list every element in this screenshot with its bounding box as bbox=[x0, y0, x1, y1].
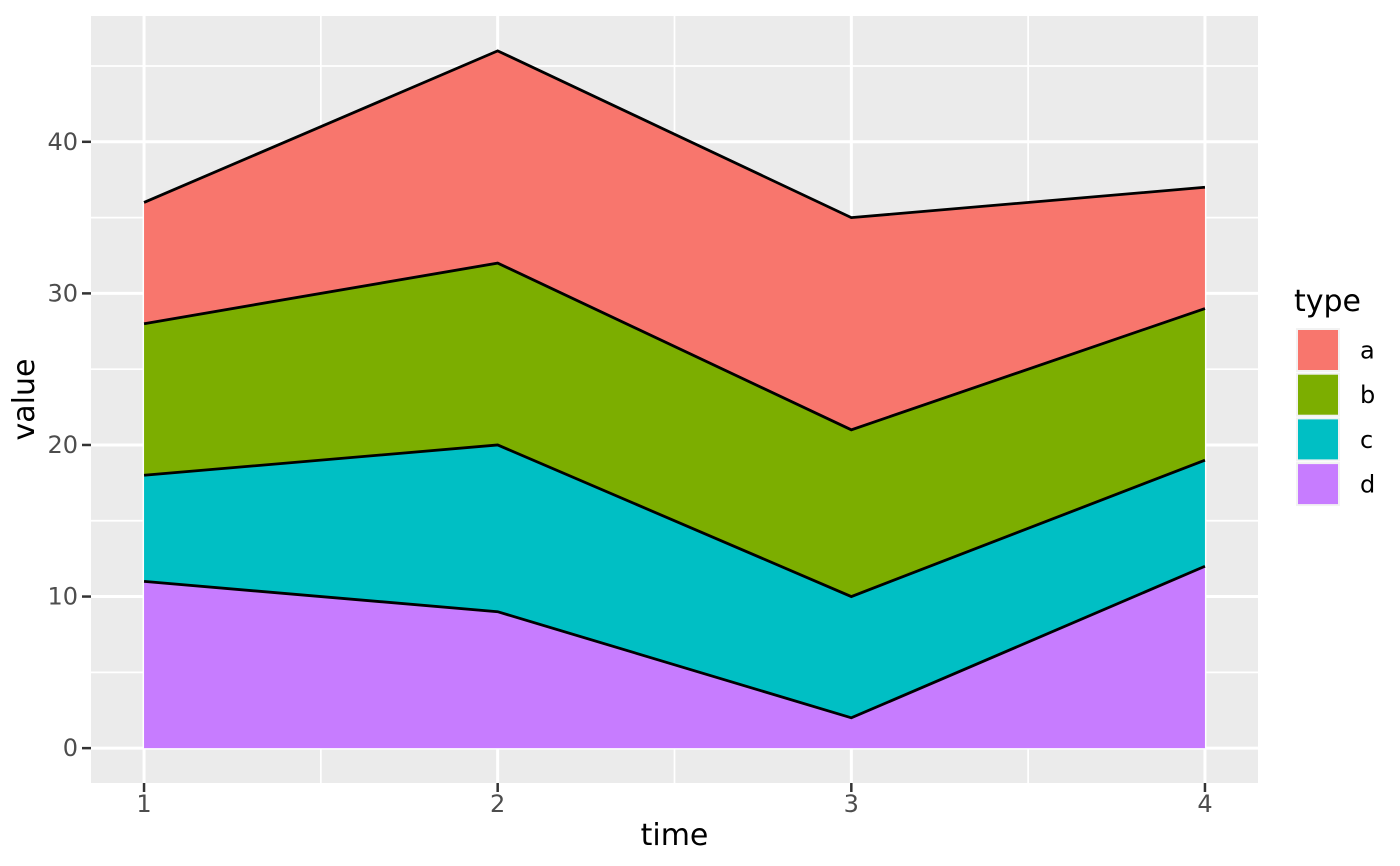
legend-label-a: a bbox=[1360, 337, 1375, 365]
legend-swatch-c bbox=[1298, 419, 1338, 460]
legend-swatch-d bbox=[1298, 464, 1338, 505]
y-tick-label: 30 bbox=[47, 279, 78, 307]
legend-swatch-b bbox=[1298, 374, 1338, 415]
legend-title: type bbox=[1294, 284, 1361, 319]
y-axis-title: value bbox=[7, 359, 42, 441]
area-outline-b bbox=[143, 261, 1206, 432]
area-band-d bbox=[144, 566, 1205, 749]
area-outline-c bbox=[143, 443, 1206, 599]
legend-label-c: c bbox=[1360, 426, 1373, 454]
y-tick-label: 0 bbox=[63, 734, 78, 762]
legend-label-d: d bbox=[1360, 471, 1375, 499]
area-band-c bbox=[144, 444, 1205, 718]
area-band-a bbox=[144, 50, 1205, 430]
legend-swatch-a bbox=[1298, 330, 1338, 370]
y-tick-label: 40 bbox=[47, 128, 78, 156]
x-axis-title: time bbox=[641, 818, 709, 853]
y-tick-label: 20 bbox=[47, 431, 78, 459]
area-band-b bbox=[144, 263, 1205, 597]
area-outline-a bbox=[143, 49, 1206, 220]
legend-label-b: b bbox=[1360, 381, 1375, 409]
x-tick-label: 4 bbox=[1197, 790, 1212, 818]
y-tick-label: 10 bbox=[47, 583, 78, 611]
area-outline-d bbox=[143, 564, 1206, 720]
x-tick-label: 1 bbox=[136, 790, 151, 818]
x-tick-label: 2 bbox=[490, 790, 505, 818]
x-tick-label: 3 bbox=[844, 790, 859, 818]
